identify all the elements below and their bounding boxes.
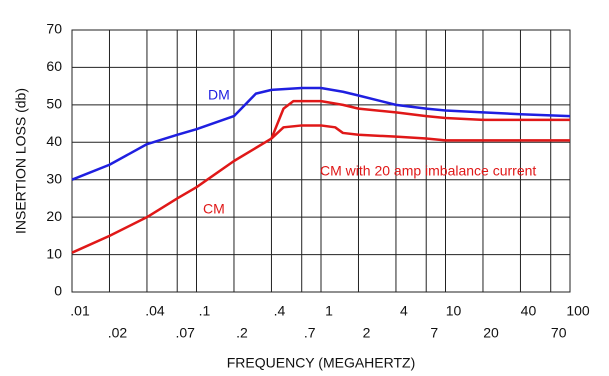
x-tick-label: .4 [274, 303, 286, 319]
x-tick-label: .1 [199, 303, 211, 319]
x-tick-label: .07 [175, 325, 195, 341]
x-tick-label: 20 [483, 325, 499, 341]
y-tick-label: 50 [46, 96, 62, 112]
y-tick-label: 30 [46, 170, 62, 186]
x-tick-label: 1 [325, 303, 333, 319]
series-label: DM [208, 87, 230, 103]
y-tick-label: 10 [46, 245, 62, 261]
x-tick-label: 7 [430, 325, 438, 341]
x-tick-label: 10 [446, 303, 462, 319]
series-label: CM with 20 amp imbalance current [320, 163, 536, 179]
y-axis-label: INSERTION LOSS (db) [13, 88, 29, 234]
x-tick-label: .7 [304, 325, 316, 341]
x-axis-label: FREQUENCY (MEGAHERTZ) [227, 355, 416, 371]
x-tick-label: 2 [363, 325, 371, 341]
x-tick-label: 4 [400, 303, 408, 319]
x-tick-label: .2 [236, 325, 248, 341]
x-tick-label: 100 [566, 303, 590, 319]
y-tick-label: 40 [46, 133, 62, 149]
x-tick-label: .01 [70, 303, 90, 319]
y-tick-label: 20 [46, 208, 62, 224]
x-tick-label: .02 [108, 325, 128, 341]
plot-frame [71, 29, 571, 293]
series-line [71, 86, 571, 181]
y-tick-label: 70 [46, 21, 62, 37]
series-line [71, 99, 570, 254]
y-tick-label: 60 [46, 58, 62, 74]
series-label: CM [203, 201, 225, 217]
series-line [270, 124, 570, 142]
x-tick-label: 70 [551, 325, 567, 341]
x-tick-label: .04 [145, 303, 165, 319]
y-tick-label: 0 [54, 283, 62, 299]
x-tick-label: 40 [521, 303, 537, 319]
